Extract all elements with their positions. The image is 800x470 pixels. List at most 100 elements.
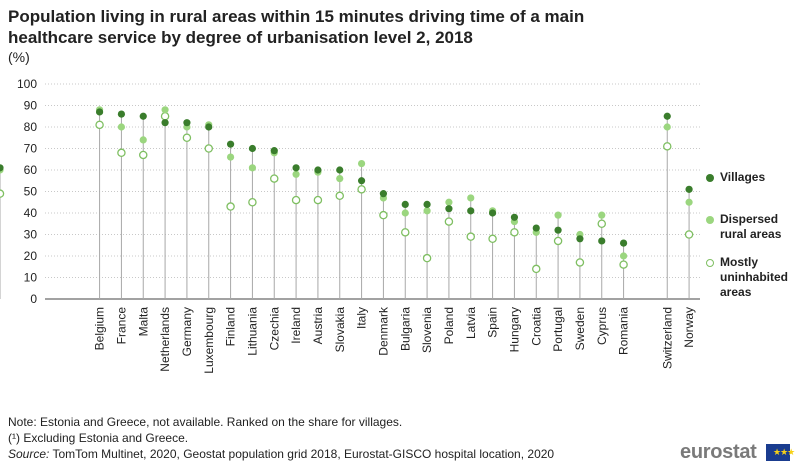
point-mostly-uninhabited xyxy=(0,189,5,198)
source-text: TomTom Multinet, 2020, Geostat populatio… xyxy=(49,447,555,461)
point-dispersed-rural xyxy=(598,211,606,219)
point-villages xyxy=(554,226,562,234)
legend-uninhabited-label: Mostly uninhabited areas xyxy=(720,255,788,299)
y-tick-label: 50 xyxy=(24,185,38,199)
y-tick-label: 60 xyxy=(24,163,38,177)
point-villages xyxy=(576,235,584,243)
point-villages xyxy=(532,224,540,232)
x-tick-label: Austria xyxy=(311,307,325,345)
point-villages xyxy=(510,213,519,221)
point-dispersed-rural xyxy=(685,198,693,206)
eurostat-logo: eurostat ★★★ xyxy=(680,441,795,465)
legend-villages-label: Villages xyxy=(720,170,766,184)
y-tick-label: 100 xyxy=(17,77,37,91)
x-tick-label: Poland xyxy=(442,307,456,344)
point-mostly-uninhabited xyxy=(291,195,301,205)
legend-villages-marker xyxy=(706,174,714,182)
point-villages xyxy=(139,112,147,120)
legend-item-uninhabited: Mostly uninhabited areas xyxy=(706,255,798,303)
point-villages xyxy=(336,166,344,174)
point-villages xyxy=(598,237,606,245)
point-mostly-uninhabited xyxy=(226,202,235,211)
point-mostly-uninhabited xyxy=(553,236,563,246)
point-dispersed-rural xyxy=(619,252,628,260)
x-tick-label: Hungary xyxy=(507,307,521,352)
point-mostly-uninhabited xyxy=(379,210,388,220)
x-tick-label: Slovakia xyxy=(333,307,347,353)
point-mostly-uninhabited xyxy=(248,197,257,207)
x-tick-label: Ireland xyxy=(289,307,303,344)
point-mostly-uninhabited xyxy=(684,230,694,239)
point-mostly-uninhabited xyxy=(619,260,628,269)
point-mostly-uninhabited xyxy=(510,228,519,237)
eurostat-wordmark: eurostat xyxy=(680,441,757,463)
point-villages xyxy=(445,205,453,213)
x-tick-label: France xyxy=(114,307,128,345)
point-villages xyxy=(379,190,388,198)
point-mostly-uninhabited xyxy=(269,174,279,183)
x-tick-label: Lithuania xyxy=(245,307,259,356)
point-mostly-uninhabited xyxy=(182,133,192,142)
x-tick-label: Portugal xyxy=(551,307,565,352)
point-dispersed-rural xyxy=(423,207,431,215)
point-dispersed-rural xyxy=(226,153,235,161)
eu-flag-icon: ★★★ xyxy=(766,444,795,461)
point-mostly-uninhabited xyxy=(488,234,497,244)
y-tick-label: 20 xyxy=(24,249,38,263)
x-tick-label: Romania xyxy=(617,307,631,355)
x-tick-label: Czechia xyxy=(267,307,281,351)
unit-label: (%) xyxy=(8,49,30,65)
point-mostly-uninhabited xyxy=(95,120,104,130)
point-villages xyxy=(183,119,191,127)
y-tick-label: 30 xyxy=(24,228,38,242)
point-villages xyxy=(0,164,4,172)
legend-uninhabited-marker xyxy=(706,259,714,267)
x-tick-label: Switzerland xyxy=(660,307,674,369)
x-tick-label: Belgium xyxy=(93,307,107,350)
point-dispersed-rural xyxy=(663,123,671,131)
point-villages xyxy=(357,177,366,185)
y-tick-label: 90 xyxy=(24,99,38,113)
y-tick-label: 40 xyxy=(24,206,38,220)
y-tick-label: 80 xyxy=(24,120,38,134)
y-tick-label: 0 xyxy=(30,292,37,306)
point-villages xyxy=(248,144,257,153)
x-tick-label: Spain xyxy=(486,307,500,338)
point-villages xyxy=(117,110,126,118)
x-tick-label: Malta xyxy=(136,307,150,337)
footnotes: Note: Estonia and Greece, not available.… xyxy=(8,414,554,462)
point-mostly-uninhabited xyxy=(466,232,475,241)
point-villages xyxy=(95,108,104,116)
x-tick-label: Croatia xyxy=(529,307,543,346)
point-dispersed-rural xyxy=(336,175,344,183)
y-tick-label: 10 xyxy=(24,271,38,285)
source-line: Source: TomTom Multinet, 2020, Geostat p… xyxy=(8,446,554,462)
point-dispersed-rural xyxy=(357,159,366,168)
y-tick-label: 70 xyxy=(24,142,38,156)
x-tick-label: Latvia xyxy=(464,307,478,339)
point-mostly-uninhabited xyxy=(575,258,585,267)
x-tick-label: Cyprus xyxy=(595,307,609,345)
point-mostly-uninhabited xyxy=(335,191,344,201)
point-villages xyxy=(205,123,213,131)
point-villages xyxy=(401,200,409,208)
point-villages xyxy=(619,239,628,247)
point-mostly-uninhabited xyxy=(313,195,323,205)
point-mostly-uninhabited xyxy=(663,142,672,151)
x-tick-label: Denmark xyxy=(376,306,390,356)
point-dispersed-rural xyxy=(445,198,453,206)
x-tick-label: Norway xyxy=(682,307,696,348)
point-mostly-uninhabited xyxy=(444,217,454,226)
point-villages xyxy=(423,200,431,208)
point-mostly-uninhabited xyxy=(204,144,213,153)
point-mostly-uninhabited xyxy=(400,228,410,237)
point-villages xyxy=(270,147,278,155)
point-dispersed-rural xyxy=(292,170,300,178)
point-villages xyxy=(488,209,497,217)
point-villages xyxy=(292,164,300,172)
point-villages xyxy=(161,119,169,127)
point-mostly-uninhabited xyxy=(532,264,541,274)
x-tick-label: Luxembourg xyxy=(202,307,216,374)
point-dispersed-rural xyxy=(117,123,126,131)
